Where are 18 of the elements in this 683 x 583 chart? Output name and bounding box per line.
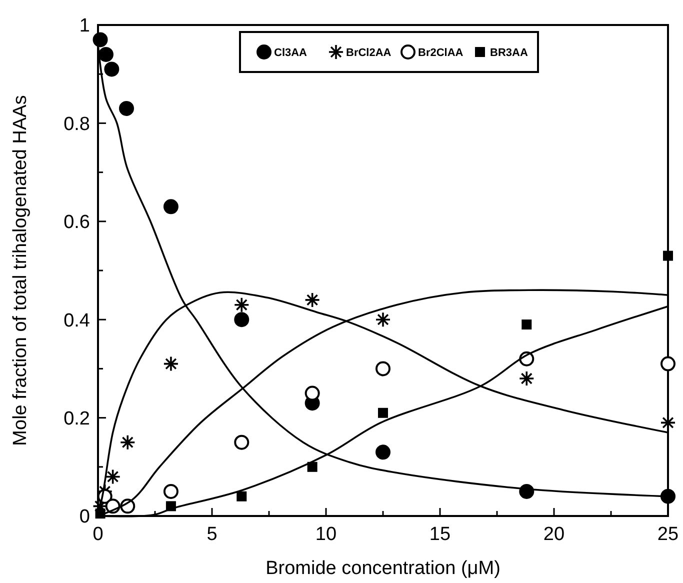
legend-label: Br2ClAA	[418, 46, 464, 59]
legend-label: BrCl2AA	[346, 46, 392, 59]
x-tick-label: 10	[315, 524, 337, 545]
y-tick-label: 0.8	[64, 114, 90, 135]
y-tick-label: 0.4	[64, 310, 90, 332]
x-tick-label: 0	[92, 524, 104, 545]
y-tick-label: 0	[79, 506, 90, 528]
y-tick-label: 0.6	[64, 212, 90, 234]
y-tick-label: 0.2	[64, 408, 90, 430]
y-tick-label: 1	[79, 16, 90, 37]
x-tick-label: 20	[543, 524, 565, 545]
x-tick-label: 5	[206, 524, 218, 545]
x-tick-label: 25	[657, 524, 679, 545]
legend-label: BR3AA	[490, 46, 528, 59]
y-axis-title: Mole fraction of total trihalogenated HAAs	[10, 95, 31, 446]
x-tick-label: 15	[429, 524, 451, 545]
x-axis-title: Bromide concentration (μM)	[266, 558, 500, 579]
legend-label: Cl3AA	[274, 46, 308, 59]
